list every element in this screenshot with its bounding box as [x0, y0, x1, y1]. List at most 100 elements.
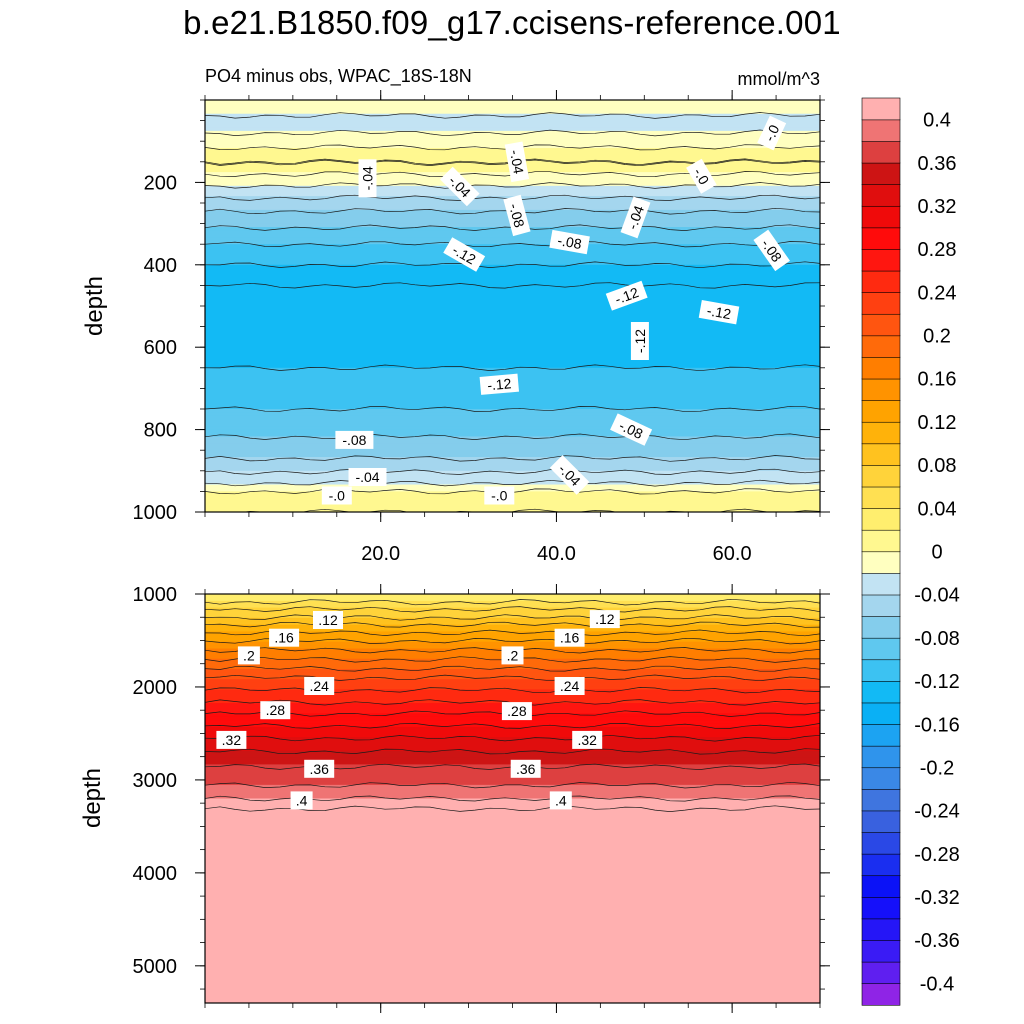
contour-band — [205, 958, 820, 963]
contour-band — [205, 801, 820, 806]
contour-band — [205, 433, 820, 438]
colorbar-swatch — [861, 875, 901, 898]
contour-band — [205, 336, 820, 341]
contour-band — [205, 415, 820, 420]
colorbar: -0.4 -0.36 -0.32 -0.28 -0.24 -0.2 -0.16 -0.12 -0… — [861, 97, 960, 1006]
contour-band — [205, 784, 820, 789]
colorbar-swatch — [861, 551, 901, 574]
contour-band — [205, 326, 820, 331]
contour-label: .24 — [554, 677, 585, 695]
contour-band — [205, 474, 820, 479]
contour-band — [205, 607, 820, 612]
contour-label-text: -.12 — [706, 302, 733, 322]
contour-band — [205, 624, 820, 629]
contour-label: .4 — [549, 791, 572, 810]
contour-label-text: -.04 — [624, 203, 647, 231]
contour-band — [205, 113, 820, 118]
contour-band — [205, 842, 820, 847]
contour-label: .28 — [260, 701, 291, 720]
contour-band — [205, 849, 820, 854]
contour-band — [205, 686, 820, 691]
contour-band — [205, 350, 820, 355]
y-tick-label: 1000 — [133, 502, 178, 524]
contour-band — [205, 463, 820, 468]
contour-band — [205, 189, 820, 194]
contour-band — [205, 182, 820, 187]
contour-band — [205, 689, 820, 694]
contour-band — [205, 288, 820, 293]
colorbar-swatch — [861, 767, 901, 790]
contour-band — [205, 347, 820, 352]
contour-label: -.04 — [620, 196, 651, 239]
contour-band — [205, 299, 820, 304]
contour-band — [205, 846, 820, 851]
contour-band — [205, 611, 820, 616]
contour-band — [205, 419, 820, 424]
contour-band — [205, 805, 820, 810]
contour-band — [205, 600, 820, 605]
contour-band — [205, 938, 820, 943]
contour-band — [205, 429, 820, 434]
y-tick-label: 600 — [144, 337, 177, 359]
contour-band — [205, 467, 820, 472]
colorbar-swatch — [861, 702, 901, 725]
colorbar-swatch — [861, 292, 901, 315]
contour-label-text: -.04 — [360, 166, 376, 190]
contour-label: .28 — [501, 702, 532, 721]
contour-band — [205, 302, 820, 307]
contour-label: .2 — [501, 646, 524, 665]
colorbar-swatch — [861, 421, 901, 445]
lower-panel: .12 .12 .16 .16 .2 .2 .24 .24 .28 .28 .32 .32 .36 .36… — [79, 584, 830, 1013]
colorbar-label: -0.36 — [914, 930, 960, 952]
contour-label: .32 — [572, 730, 603, 749]
contour-band — [205, 989, 820, 994]
contour-band — [205, 893, 820, 898]
contour-label-text: .16 — [274, 630, 294, 646]
lower-y-axis-title: depth — [79, 768, 106, 828]
contour-line — [205, 455, 820, 462]
lower-contour-fill — [205, 594, 820, 1003]
contour-band — [205, 634, 820, 639]
colorbar-swatch — [861, 140, 901, 164]
colorbar-swatch — [861, 853, 901, 877]
contour-band — [205, 446, 820, 451]
colorbar-label: -0.2 — [920, 758, 954, 780]
contour-band — [205, 839, 820, 844]
contour-line — [205, 621, 820, 628]
colorbar-label: 0.2 — [923, 326, 951, 348]
colorbar-label: 0.32 — [918, 196, 957, 218]
colorbar-swatch — [861, 788, 901, 812]
contour-band — [205, 127, 820, 132]
contour-band — [205, 268, 820, 273]
colorbar-label: 0.08 — [918, 455, 957, 477]
contour-band — [205, 141, 820, 146]
contour-band — [205, 897, 820, 902]
contour-band — [205, 853, 820, 858]
contour-label: -.04 — [358, 159, 377, 198]
contour-label-text: -.08 — [556, 232, 583, 252]
contour-label-text: .2 — [507, 647, 519, 663]
contour-band — [205, 873, 820, 878]
contour-band — [205, 754, 820, 759]
contour-band — [205, 928, 820, 933]
colorbar-swatch — [861, 162, 901, 185]
contour-band — [205, 856, 820, 861]
colorbar-swatch — [861, 97, 901, 121]
contour-band — [205, 795, 820, 800]
contour-label: -.08 — [335, 430, 374, 449]
colorbar-swatch — [861, 896, 901, 920]
contour-band — [205, 103, 820, 108]
y-tick-label: 3000 — [133, 770, 178, 792]
contour-band — [205, 968, 820, 973]
contour-label: -.12 — [479, 373, 520, 395]
contour-line — [205, 241, 820, 248]
contour-band — [205, 829, 820, 834]
contour-band — [205, 278, 820, 283]
units-label: mmol/m^3 — [738, 69, 820, 89]
contour-band — [205, 275, 820, 280]
contour-band — [205, 402, 820, 407]
contour-band — [205, 825, 820, 830]
contour-band — [205, 614, 820, 619]
colorbar-swatch — [861, 248, 901, 272]
colorbar-swatch — [861, 400, 901, 423]
